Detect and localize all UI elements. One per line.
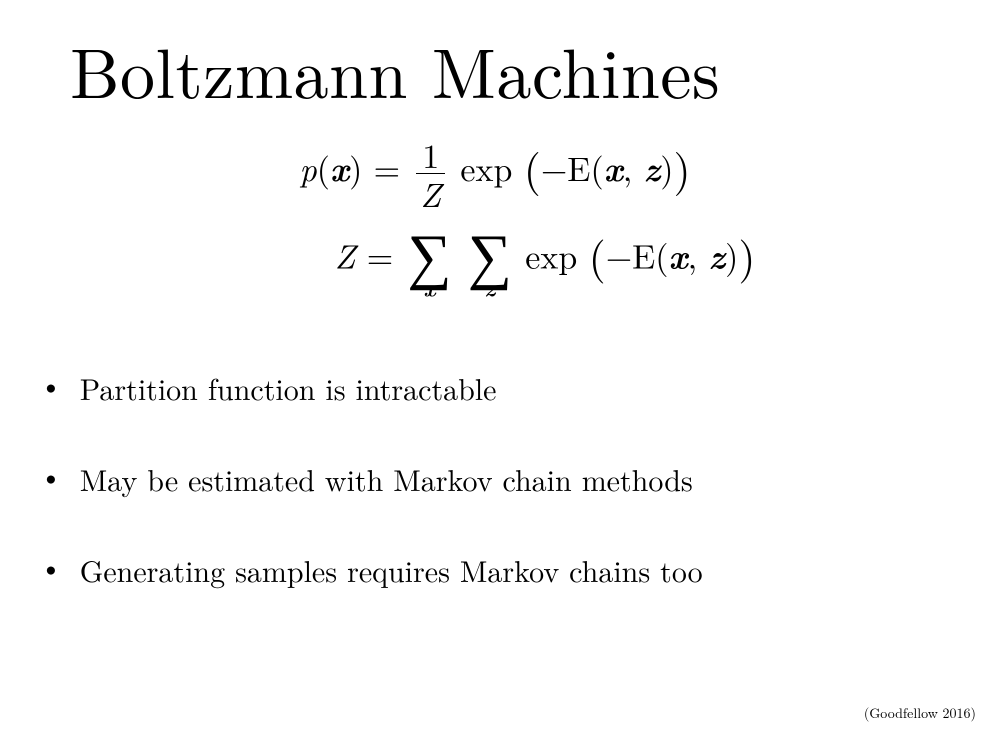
big-open-paren-2: ( xyxy=(589,222,606,285)
sum-over-x: ∑ x xyxy=(407,224,451,298)
bullet-text-1: May be estimated with Markov chain metho… xyxy=(80,457,693,500)
equation-1: p(x) = 1 Z exp (−E(x, z)) xyxy=(40,137,950,210)
equation-2: Z = ∑ x ∑ z exp (−E(x, z)) xyxy=(140,224,950,298)
eq2-equals: = xyxy=(355,230,393,278)
sum-over-z: ∑ z xyxy=(468,224,512,298)
open-paren-2: ( xyxy=(590,143,603,191)
bullet-text-2: Generating samples requires Markov chain… xyxy=(80,548,703,591)
open-paren-3: ( xyxy=(655,230,668,278)
big-close-paren-2: ) xyxy=(738,222,755,285)
slide-content: Boltzmann Machines p(x) = 1 Z exp (−E(x,… xyxy=(0,0,1000,591)
eq1-x: x xyxy=(604,143,623,192)
fraction-1-over-Z: 1 Z xyxy=(416,137,445,210)
list-item: • Partition function is intractable xyxy=(70,366,950,409)
slide-title: Boltzmann Machines xyxy=(70,20,950,119)
close-paren: ) xyxy=(349,143,362,191)
big-open-paren: ( xyxy=(524,135,541,198)
eq2-z: z xyxy=(708,230,725,279)
bullet-text-0: Partition function is intractable xyxy=(80,366,497,409)
equations-block: p(x) = 1 Z exp (−E(x, z)) Z = ∑ x ∑ z ex… xyxy=(40,137,950,298)
close-paren-3: ) xyxy=(725,230,738,278)
eq1-z: z xyxy=(644,143,661,192)
eq1-equals: = xyxy=(362,143,400,191)
bullet-list: • Partition function is intractable • Ma… xyxy=(70,366,950,591)
eq2-negE: −E xyxy=(606,230,656,278)
eq1-comma: , xyxy=(623,143,644,191)
eq1-x-arg: x xyxy=(330,143,349,192)
bullet-icon: • xyxy=(40,457,62,493)
citation-text: (Goodfellow 2016) xyxy=(864,703,976,723)
frac-den: Z xyxy=(416,174,445,210)
eq1-p: p xyxy=(299,143,316,191)
bullet-icon: • xyxy=(40,548,62,584)
list-item: • May be estimated with Markov chain met… xyxy=(70,457,950,500)
list-item: • Generating samples requires Markov cha… xyxy=(70,548,950,591)
close-paren-2: ) xyxy=(660,143,673,191)
eq2-x: x xyxy=(669,230,688,279)
bullet-icon: • xyxy=(40,366,62,402)
eq2-Z: Z xyxy=(335,230,356,278)
open-paren: ( xyxy=(317,143,330,191)
eq1-exp: exp xyxy=(449,143,524,191)
eq2-exp: exp xyxy=(514,230,589,278)
eq2-comma: , xyxy=(688,230,709,278)
eq1-negE: −E xyxy=(541,143,591,191)
big-close-paren: ) xyxy=(673,135,690,198)
